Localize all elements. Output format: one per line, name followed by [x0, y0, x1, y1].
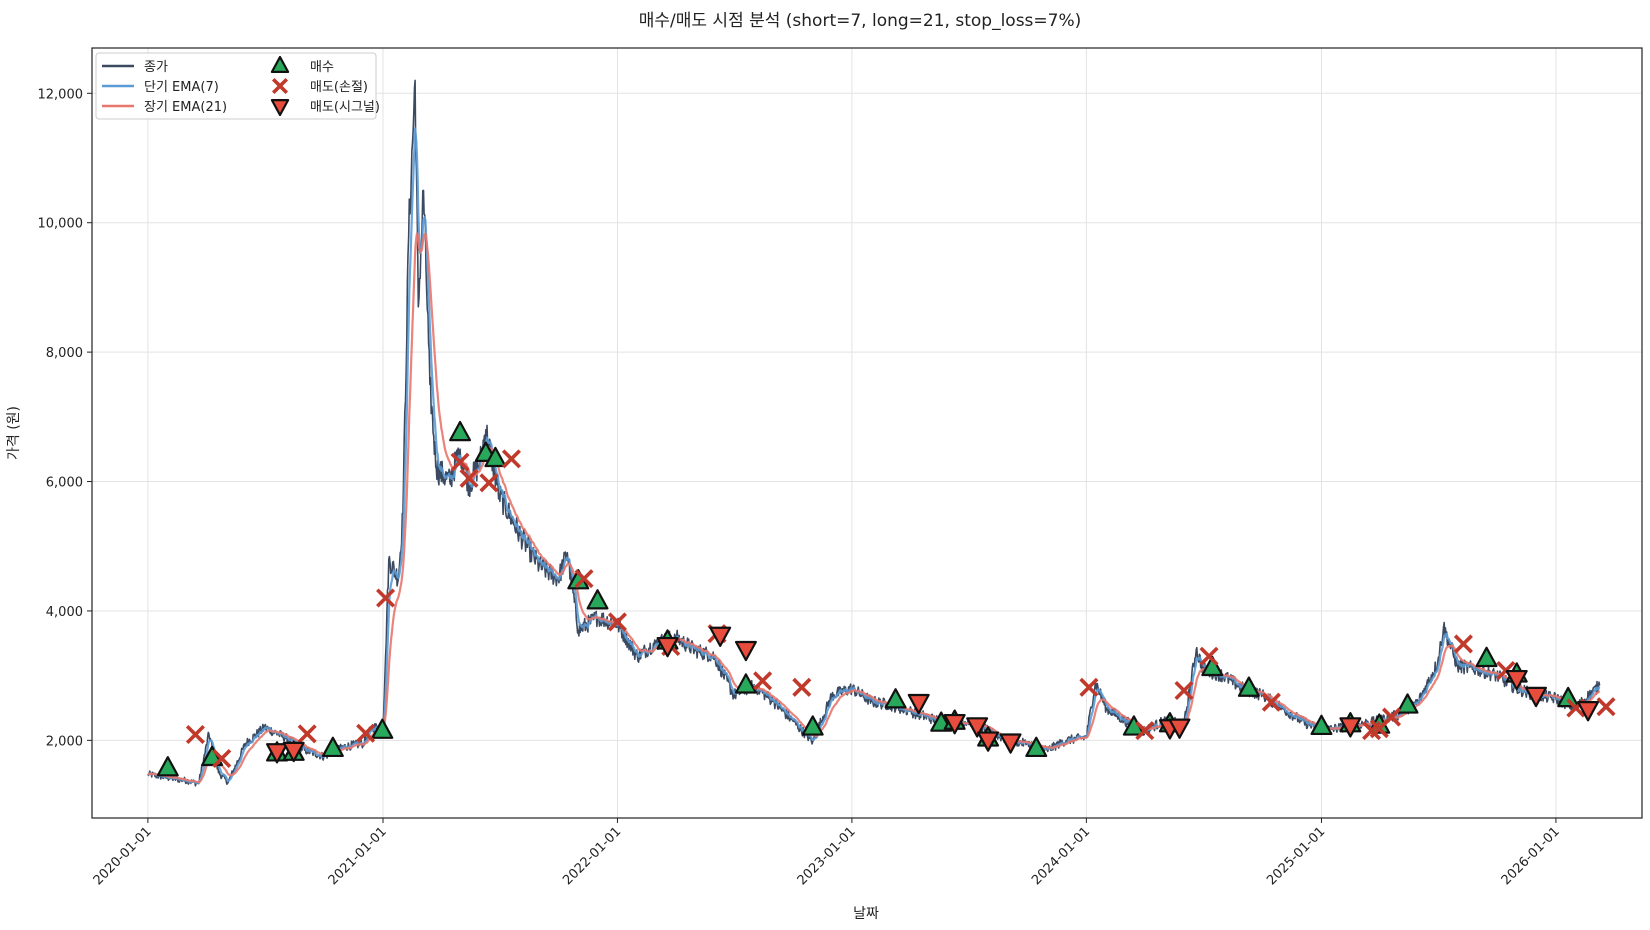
y-tick-label: 6,000 [46, 476, 83, 491]
stop-loss-sell-marker [1381, 707, 1402, 727]
signal-sell-marker [734, 640, 757, 662]
y-tick-label: 2,000 [46, 734, 83, 749]
stop-loss-sell-marker [450, 452, 470, 472]
y-tick-label: 10,000 [38, 217, 84, 232]
stop-loss-sell-marker [1261, 692, 1281, 712]
stop-loss-sell-marker [501, 449, 521, 469]
buy-marker [1475, 646, 1498, 668]
stop-loss-sell-marker [356, 723, 376, 743]
signal-sell-marker [1505, 669, 1528, 691]
buy-marker [449, 420, 472, 442]
signal-sell-marker [943, 713, 966, 735]
stop-loss-sell-marker [1596, 697, 1616, 717]
y-tick-label: 8,000 [46, 346, 83, 361]
stop-loss-sell-marker [574, 569, 594, 589]
chart-title: 매수/매도 시점 분석 (short=7, long=21, stop_loss… [639, 11, 1082, 31]
marker-layer [156, 420, 1616, 777]
stop-loss-sell-marker [607, 612, 627, 632]
stop-loss-sell-marker [185, 725, 205, 745]
legend-marker [270, 99, 290, 117]
buy-marker [371, 718, 394, 739]
signal-sell-marker [656, 636, 679, 658]
legend-marker [271, 77, 289, 95]
stop-loss-sell-marker [1199, 646, 1219, 666]
stop-loss-sell-marker [1079, 677, 1099, 697]
stop-loss-sell-marker [792, 677, 812, 697]
stop-loss-sell-marker [297, 724, 317, 744]
signal-sell-marker [977, 731, 1000, 752]
legend-marker [270, 55, 290, 73]
signal-sell-marker [282, 741, 305, 763]
buy-marker [321, 736, 344, 758]
stop-loss-sell-marker [1453, 634, 1473, 654]
buy-marker [1025, 736, 1048, 758]
legend-label: 종가 [144, 60, 168, 75]
signal-sell-marker [907, 693, 930, 715]
stop-loss-sell-marker [376, 588, 396, 608]
legend-label: 단기 EMA(7) [144, 80, 219, 95]
signal-sell-marker [709, 626, 732, 647]
legend-label: 매도(손절) [310, 80, 368, 95]
y-axis-label: 가격 (원) [6, 406, 22, 460]
buy-marker [801, 715, 824, 736]
signal-sell-marker [999, 733, 1022, 754]
legend-label: 장기 EMA(21) [144, 100, 227, 115]
stop-loss-sell-marker [479, 473, 499, 493]
stop-loss-sell-marker [459, 468, 479, 488]
stop-loss-sell-marker [753, 671, 773, 691]
buy-marker [884, 688, 907, 709]
stop-loss-sell-marker [1135, 721, 1155, 741]
legend-box [95, 52, 377, 120]
legend-label: 매수 [310, 60, 334, 75]
stop-loss-sell-marker [1174, 681, 1194, 701]
signal-sell-marker [1339, 717, 1362, 738]
signal-sell-marker [1525, 686, 1548, 708]
stop-loss-sell-marker [212, 748, 232, 768]
buy-marker [1237, 676, 1260, 697]
signal-sell-marker [265, 743, 288, 764]
signal-sell-marker [1577, 701, 1600, 722]
y-tick-label: 4,000 [46, 605, 83, 620]
buy-marker [586, 589, 609, 610]
legend-label: 매도(시그널) [310, 100, 380, 115]
buy-marker [1557, 686, 1580, 708]
y-tick-label: 12,000 [38, 87, 84, 102]
signal-sell-marker [1168, 718, 1191, 739]
x-axis-label: 날짜 [853, 906, 879, 922]
buy-marker [156, 756, 179, 777]
buy-marker [1201, 655, 1224, 677]
buy-marker [734, 673, 757, 694]
signal-sell-marker [966, 717, 989, 738]
buy-marker [1310, 714, 1333, 736]
plot-frame [91, 47, 1643, 819]
buy-marker [484, 446, 507, 468]
buy-marker [1396, 693, 1419, 714]
